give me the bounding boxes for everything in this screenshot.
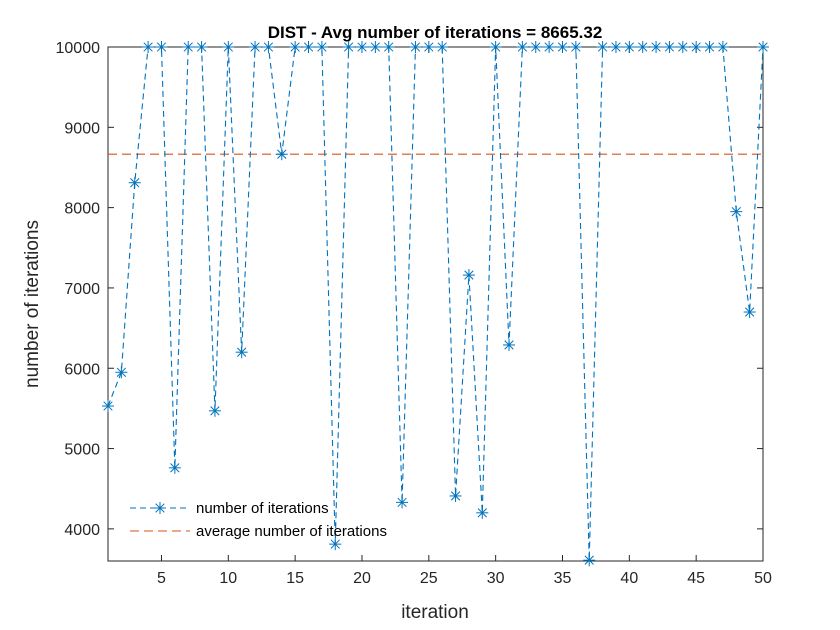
data-point bbox=[436, 41, 449, 53]
data-point bbox=[757, 41, 769, 53]
data-point bbox=[623, 41, 636, 53]
data-point bbox=[182, 41, 195, 53]
data-point bbox=[476, 506, 489, 519]
y-axis-ticks: 4000 5000 6000 7000 8000 9000 10000 bbox=[56, 40, 763, 539]
data-point bbox=[222, 41, 235, 53]
iterations-series bbox=[102, 41, 769, 567]
data-point bbox=[516, 41, 529, 53]
x-tick-label: 45 bbox=[687, 570, 705, 587]
legend: number of iterations average number of it… bbox=[130, 500, 387, 540]
data-point bbox=[302, 41, 315, 53]
data-point bbox=[329, 538, 342, 551]
x-axis-label: iteration bbox=[401, 602, 469, 623]
data-point bbox=[382, 41, 395, 53]
plot-frame bbox=[107, 46, 764, 562]
data-point bbox=[462, 269, 475, 282]
data-point bbox=[529, 41, 542, 53]
data-point bbox=[102, 399, 114, 412]
data-point bbox=[609, 41, 622, 53]
data-point bbox=[208, 404, 221, 417]
data-point bbox=[543, 41, 556, 53]
data-point bbox=[262, 41, 275, 53]
data-point bbox=[489, 41, 502, 53]
x-tick-label: 10 bbox=[219, 570, 237, 587]
data-point bbox=[142, 41, 155, 53]
y-tick-label: 4000 bbox=[64, 522, 100, 539]
data-point bbox=[650, 41, 663, 53]
legend-marker-iterations bbox=[154, 502, 166, 514]
data-point bbox=[235, 346, 248, 359]
y-tick-label: 7000 bbox=[64, 281, 100, 298]
data-point bbox=[422, 41, 435, 53]
y-tick-label: 6000 bbox=[64, 361, 100, 378]
data-point bbox=[355, 41, 368, 53]
data-point bbox=[703, 41, 716, 53]
data-point bbox=[128, 176, 141, 189]
data-point bbox=[168, 461, 181, 474]
x-tick-label: 25 bbox=[420, 570, 438, 587]
data-point bbox=[409, 41, 422, 53]
x-tick-label: 15 bbox=[286, 570, 304, 587]
data-point bbox=[115, 366, 128, 379]
y-tick-label: 8000 bbox=[64, 201, 100, 218]
x-axis-ticks: 5 10 15 20 25 30 35 40 45 50 bbox=[157, 47, 772, 587]
plot-area bbox=[107, 46, 764, 562]
data-point bbox=[369, 41, 382, 53]
x-tick-label: 30 bbox=[487, 570, 505, 587]
y-tick-label: 10000 bbox=[56, 40, 101, 57]
x-tick-label: 35 bbox=[554, 570, 572, 587]
data-point bbox=[636, 41, 649, 53]
y-axis-label: number of iterations bbox=[22, 220, 43, 388]
data-point bbox=[249, 41, 262, 53]
data-point bbox=[315, 41, 328, 53]
x-tick-label: 40 bbox=[620, 570, 638, 587]
x-tick-label: 5 bbox=[157, 570, 166, 587]
data-point bbox=[556, 41, 569, 53]
data-point bbox=[155, 41, 168, 53]
data-point bbox=[716, 41, 729, 53]
data-point bbox=[690, 41, 703, 53]
data-point bbox=[503, 338, 516, 351]
y-tick-label: 9000 bbox=[64, 120, 100, 137]
data-point bbox=[449, 489, 462, 502]
legend-label-average: average number of iterations bbox=[196, 523, 387, 540]
data-point bbox=[583, 554, 596, 567]
y-tick-label: 5000 bbox=[64, 442, 100, 459]
data-point bbox=[743, 306, 756, 319]
x-tick-label: 50 bbox=[754, 570, 772, 587]
x-tick-label: 20 bbox=[353, 570, 371, 587]
data-point bbox=[342, 41, 355, 53]
data-point bbox=[569, 41, 582, 53]
data-point bbox=[396, 496, 409, 509]
chart-title: DIST - Avg number of iterations = 8665.3… bbox=[268, 23, 603, 42]
data-point bbox=[195, 41, 208, 53]
data-point bbox=[596, 41, 609, 53]
data-point bbox=[676, 41, 689, 53]
data-point bbox=[275, 148, 288, 161]
legend-label-iterations: number of iterations bbox=[196, 500, 329, 517]
data-point bbox=[663, 41, 676, 53]
data-point bbox=[289, 41, 302, 53]
data-point bbox=[730, 205, 743, 218]
